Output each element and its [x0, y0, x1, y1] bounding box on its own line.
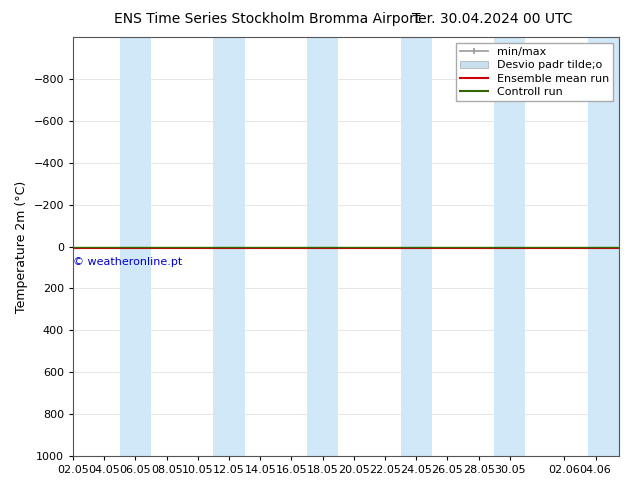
Title: ENS Time Series Stockholm Bromma Airport    Ter. 30.04.2024 00 UTC: ENS Time Series Stockholm Bromma Airport…: [0, 489, 1, 490]
Bar: [401, 37, 432, 456]
Text: Ter. 30.04.2024 00 UTC: Ter. 30.04.2024 00 UTC: [412, 12, 573, 26]
Bar: [495, 37, 526, 456]
Bar: [307, 37, 339, 456]
Bar: [120, 37, 151, 456]
Y-axis label: Temperature 2m (°C): Temperature 2m (°C): [15, 180, 28, 313]
Bar: [214, 37, 245, 456]
Legend: min/max, Desvio padr tilde;o, Ensemble mean run, Controll run: min/max, Desvio padr tilde;o, Ensemble m…: [456, 43, 614, 101]
Text: © weatheronline.pt: © weatheronline.pt: [74, 257, 183, 267]
Text: ENS Time Series Stockholm Bromma Airport: ENS Time Series Stockholm Bromma Airport: [114, 12, 420, 26]
Bar: [588, 37, 619, 456]
